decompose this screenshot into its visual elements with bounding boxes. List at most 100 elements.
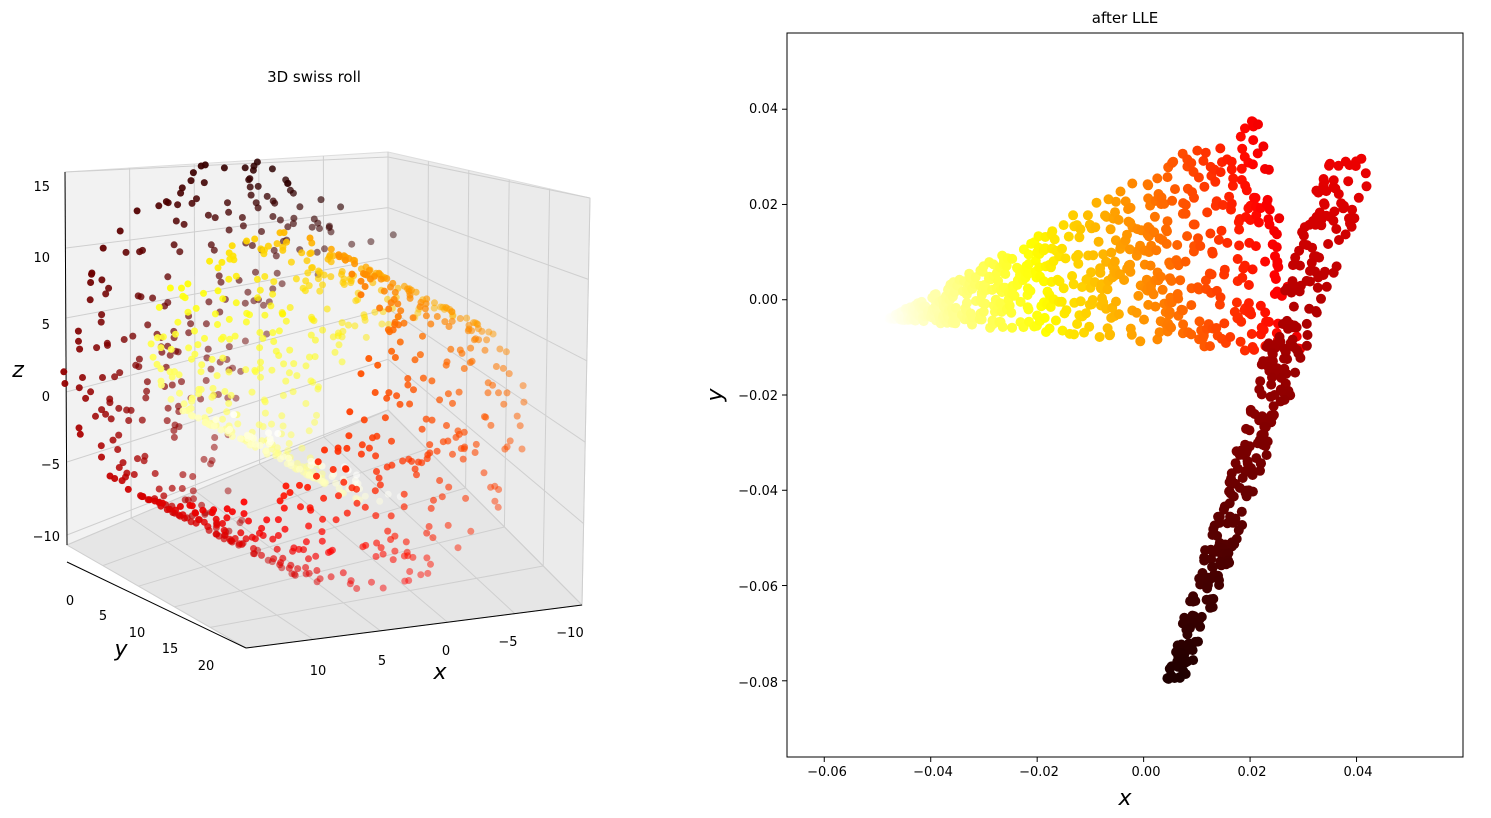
lle-point (1058, 220, 1069, 231)
lle-point (1260, 307, 1271, 318)
lle-point (1172, 240, 1183, 250)
swiss-roll-point (334, 444, 342, 452)
swiss-roll-point (383, 275, 391, 282)
lle-point (1113, 214, 1124, 225)
swiss-roll-point (505, 370, 513, 378)
swiss-roll-point (351, 476, 359, 484)
lle-point (1105, 224, 1116, 235)
z-tick-label: 0 (42, 390, 50, 405)
swiss-roll-point (253, 275, 261, 283)
swiss-roll-point (484, 379, 492, 387)
grid-line (581, 197, 591, 606)
lle-point (1234, 449, 1245, 460)
swiss-roll-point (75, 384, 83, 392)
lle-point (1110, 207, 1120, 218)
swiss-roll-point (189, 487, 197, 495)
swiss-roll-point (335, 484, 343, 492)
swiss-roll-point (307, 331, 315, 339)
swiss-roll-point (188, 397, 196, 405)
lle-point (1210, 176, 1221, 187)
swiss-roll-point (280, 492, 288, 500)
swiss-roll-point (164, 404, 172, 412)
lle-point (1244, 425, 1255, 436)
swiss-roll-point (172, 330, 179, 338)
lle-point (1282, 354, 1293, 365)
swiss-roll-point (218, 258, 226, 266)
swiss-roll-point (257, 245, 265, 253)
lle-point (1175, 275, 1186, 286)
swiss-roll-point (143, 387, 151, 395)
swiss-roll-point (410, 386, 417, 394)
swiss-roll-point (396, 338, 404, 346)
swiss-roll-point (348, 240, 356, 248)
swiss-roll-point (191, 509, 199, 517)
swiss-roll-point (220, 526, 228, 534)
lle-x-ticks: −0.06 −0.04 −0.02 0.00 0.02 0.04 (807, 765, 1372, 780)
swiss-roll-point (304, 483, 312, 491)
lle-point (1334, 235, 1344, 245)
lle-point (1228, 173, 1239, 184)
swiss-roll-point (402, 538, 410, 546)
swiss-roll-point (178, 184, 186, 192)
swiss-roll-point (456, 315, 464, 322)
lle-point (1180, 208, 1191, 219)
swiss-roll-point (304, 269, 312, 277)
swiss-roll-point (327, 245, 335, 253)
swiss-roll-point (391, 547, 399, 555)
swiss-roll-point (208, 393, 216, 401)
swiss-roll-point (246, 183, 254, 191)
grid-line (193, 163, 196, 492)
swiss-roll-point (133, 207, 141, 215)
swiss-roll-point (381, 414, 389, 422)
lle-point (1166, 275, 1177, 286)
lle-point (1253, 217, 1264, 228)
swiss-roll-point (223, 505, 231, 513)
lle-point (1057, 243, 1067, 254)
swiss-roll-point (280, 504, 288, 512)
swiss-roll-point (317, 196, 325, 204)
swiss-roll-point (346, 408, 354, 416)
lle-point (1189, 192, 1199, 203)
swiss-roll-point (97, 442, 105, 450)
lle-point (1240, 123, 1250, 134)
lle-point (1237, 143, 1248, 154)
lle-point (1050, 315, 1061, 326)
x-tick-label: 0 (442, 644, 450, 659)
lle-point (1360, 168, 1371, 179)
lle-point (1274, 213, 1285, 224)
swiss-roll-point (444, 521, 452, 529)
swiss-roll-point (393, 392, 401, 400)
swiss-roll-point (285, 369, 293, 377)
lle-point (1162, 172, 1173, 183)
lle-point (1192, 145, 1203, 156)
lle-point (1135, 336, 1146, 347)
z-tick-label: 15 (33, 180, 50, 195)
swiss-roll-point (332, 516, 340, 524)
lle-point (1200, 545, 1211, 556)
swiss-roll-point (443, 304, 451, 312)
swiss-roll-point (303, 257, 311, 265)
lle-point (1148, 289, 1159, 300)
swiss-roll-point (327, 573, 335, 581)
swiss-roll-point (313, 411, 320, 419)
swiss-roll-point (228, 242, 236, 250)
lle-point (1249, 344, 1260, 355)
swiss-roll-point (501, 445, 509, 453)
swiss-roll-point (421, 305, 429, 313)
swiss-roll-point (155, 202, 163, 210)
swiss-roll-point (285, 440, 293, 447)
swiss-roll-point (280, 360, 288, 368)
swiss-roll-point (289, 388, 297, 396)
lle-x-tick-label: 0.04 (1344, 765, 1373, 780)
swiss-roll-point (385, 305, 393, 313)
swiss-roll-point (424, 569, 432, 577)
swiss-roll-point (379, 584, 387, 592)
lle-point (1222, 237, 1233, 248)
swiss-roll-point (308, 223, 316, 231)
lle-x-tick-label: −0.02 (1019, 765, 1059, 780)
lle-point (1241, 491, 1252, 502)
lle-point (1193, 284, 1204, 295)
lle-point (1205, 602, 1216, 613)
lle-point (1139, 314, 1149, 325)
lle-point (1273, 262, 1284, 272)
